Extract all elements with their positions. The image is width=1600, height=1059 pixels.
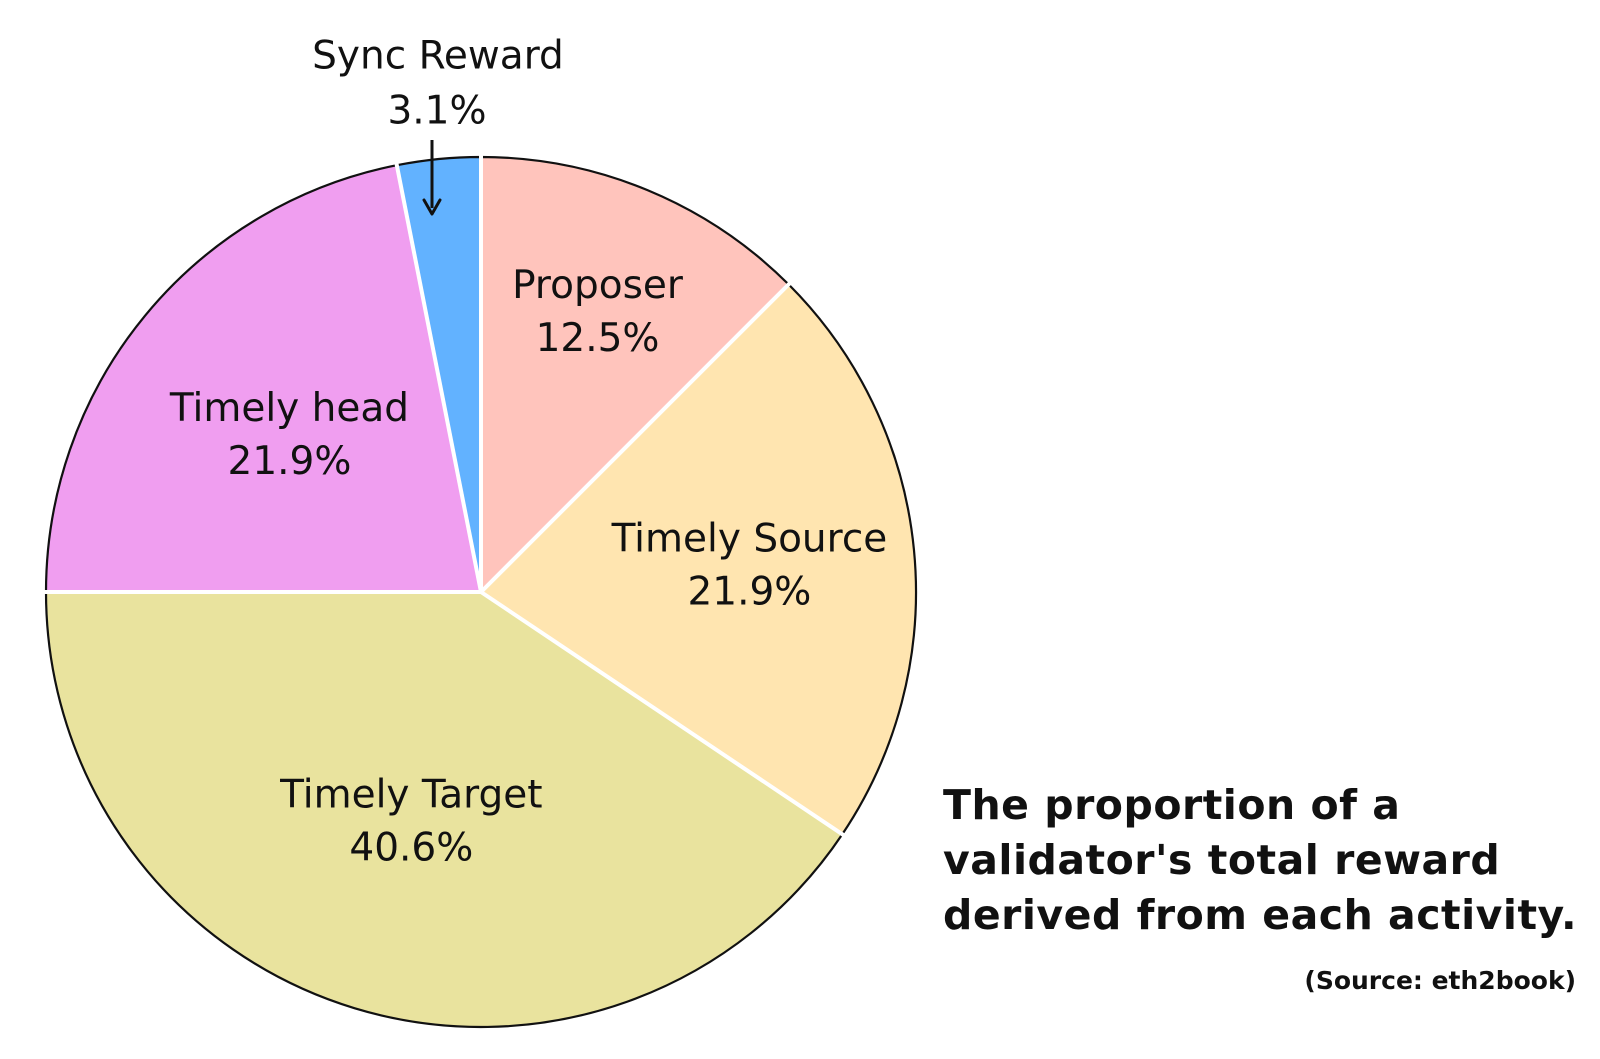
slice-separator	[394, 161, 483, 593]
slice-label-timely-target: Timely Target	[279, 772, 542, 817]
pie-slice-proposer	[479, 155, 790, 594]
slice-value-timely-source: 21.9%	[687, 569, 811, 614]
annotation-arrow-head	[422, 198, 442, 216]
slice-value-sync-reward: 3.1%	[387, 89, 486, 134]
slice-label-sync-reward: Sync Reward	[312, 34, 564, 79]
slice-label-proposer: Proposer	[512, 263, 684, 308]
pie-slice-timely-head	[44, 164, 483, 594]
slice-value-timely-head: 21.9%	[228, 439, 352, 484]
pie-slice-timely-source	[479, 283, 918, 836]
slice-value-timely-target: 40.6%	[349, 825, 473, 870]
chart-caption: The proportion of a validator's total re…	[943, 781, 1578, 939]
pie-slice-timely-target	[44, 590, 844, 1029]
slice-label-timely-source: Timely Source	[611, 516, 888, 561]
slice-separator	[479, 280, 793, 594]
slice-value-proposer: 12.5%	[536, 316, 660, 361]
source-note: (Source: eth2book)	[1304, 966, 1576, 995]
slice-label-timely-head: Timely head	[169, 386, 409, 431]
slice-separator	[479, 590, 846, 838]
